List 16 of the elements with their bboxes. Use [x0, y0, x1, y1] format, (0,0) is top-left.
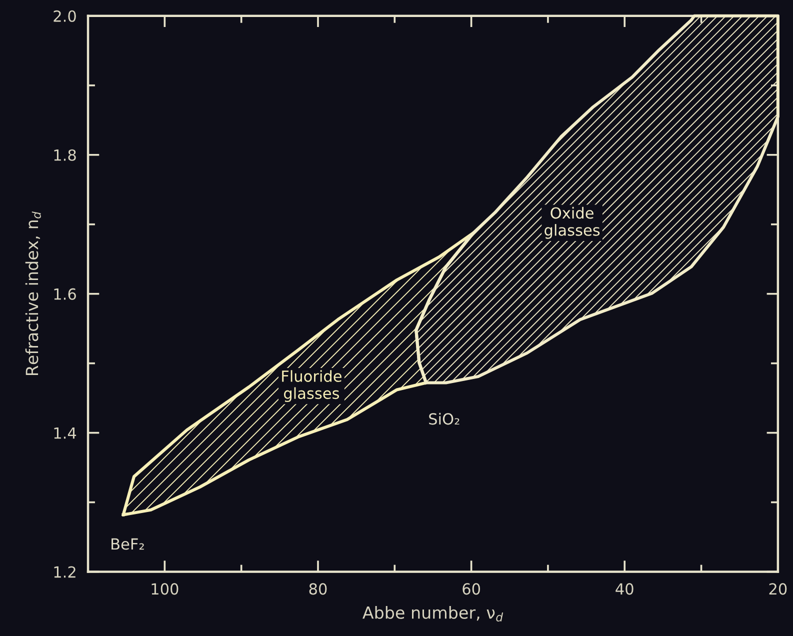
- x-tick-label: 20: [769, 583, 787, 595]
- annotation: SiO₂: [429, 412, 460, 425]
- x-tick-label: 100: [152, 583, 178, 595]
- x-tick-label: 40: [616, 583, 634, 595]
- series-label: Oxide glasses: [544, 206, 600, 239]
- x-tick-label: 60: [462, 583, 480, 595]
- annotation: BeF₂: [112, 538, 144, 550]
- x-tick-label: 80: [309, 583, 327, 595]
- y-tick-label: 1.4: [54, 427, 76, 439]
- series-label: Fluoride glasses: [282, 370, 342, 402]
- y-axis-title: Refractive index, n$_{d}$: [25, 211, 41, 376]
- y-tick-label: 1.6: [54, 288, 76, 300]
- y-tick-label: 1.2: [54, 566, 76, 578]
- x-axis-title: Abbe number, ν$_{d}$: [362, 606, 504, 622]
- y-tick-label: 2.0: [54, 10, 76, 22]
- y-tick-label: 1.8: [54, 149, 76, 161]
